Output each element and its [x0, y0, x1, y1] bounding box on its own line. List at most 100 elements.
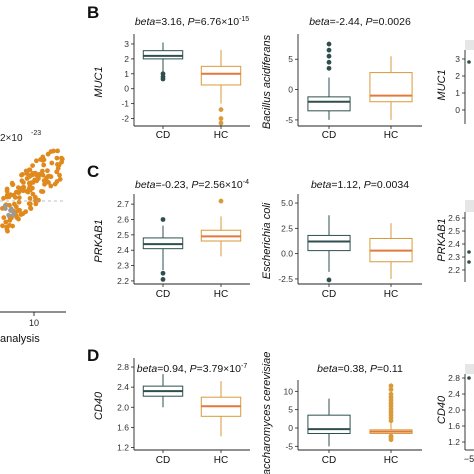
- scatter-point: [11, 192, 16, 198]
- scatter-point: [4, 188, 10, 194]
- scatter-point: [59, 155, 64, 161]
- scatter-point: [59, 159, 64, 165]
- outlier-point: [160, 270, 166, 276]
- scatter-point: [7, 222, 12, 228]
- outlier-point: [326, 65, 332, 71]
- panel-title: beta=3.16, P=6.76×10-15: [135, 16, 249, 28]
- boxplot-b-right: beta=-2.44, P=0.0026 -5 0 5 Bacillus acidife…: [261, 16, 422, 141]
- scatter-point: [51, 148, 56, 154]
- right-b-ylabel: MUC1: [436, 69, 448, 100]
- x-category-label: HC: [214, 130, 228, 141]
- scatter-point: [27, 187, 33, 193]
- scatter-point: [0, 223, 5, 229]
- left-scatter-points: [0, 148, 65, 234]
- outlier-point: [388, 437, 394, 443]
- scatter-point: [54, 179, 60, 184]
- x-category-label: CD: [156, 289, 170, 300]
- y-tick-label: 5: [288, 54, 293, 64]
- right-partial-panels: MUC1 3 2 1 0 PRKAB1 2.6 2.5 2.4 2.3 2.2 CD40 2.…: [436, 40, 474, 464]
- scatter-point: [33, 201, 39, 207]
- left-p-exponent: -23: [31, 130, 41, 137]
- box-cd: [142, 50, 184, 60]
- y-tick-label: 5: [288, 405, 293, 415]
- right-b-strip: [465, 40, 474, 50]
- y-tick-label: 2.5: [117, 230, 129, 240]
- y-tick-label: 2.0: [117, 402, 129, 412]
- y-tick-label: 0: [288, 85, 293, 95]
- y-tick-label: 0: [288, 423, 293, 433]
- scatter-point: [41, 162, 47, 168]
- scatter-point: [30, 163, 35, 169]
- outlier-point: [326, 41, 332, 47]
- panel-letter-c: C: [87, 162, 99, 181]
- scatter-point: [23, 168, 29, 174]
- right-c-point: [467, 250, 471, 254]
- boxplot-d-right: beta=0.38, P=0.11 -5 0 5 10 Saccharomyces cer…: [261, 352, 422, 474]
- scatter-point: [20, 172, 25, 177]
- panel-title: beta=-0.23, P=2.56×10-4: [135, 179, 249, 191]
- outlier-point: [326, 53, 332, 59]
- y-tick-label: 10: [284, 386, 294, 396]
- right-tick-label: 3: [455, 54, 460, 64]
- right-tick-label: 0: [455, 105, 460, 115]
- right-tick-label: 1.6: [448, 421, 460, 431]
- right-c-ylabel: PRKAB1: [436, 218, 448, 261]
- scatter-point: [18, 212, 24, 218]
- scatter-point: [45, 168, 50, 174]
- right-c-strip: [465, 200, 474, 212]
- y-axis-label: MUC1: [93, 66, 105, 97]
- y-tick-label: -1: [121, 99, 129, 109]
- outlier-point: [388, 387, 394, 392]
- scatter-point: [30, 191, 36, 197]
- box-hc: [200, 65, 242, 86]
- box-cd: [307, 96, 351, 112]
- scatter-point-gray: [6, 212, 11, 218]
- y-tick-label: 2.7: [117, 199, 129, 209]
- boxplot-d-left: beta=0.94, P=3.79×10-7 1.2 1.6 2.0 2.4 2.8 CD4…: [93, 358, 250, 466]
- y-tick-label: 2.8: [117, 362, 129, 372]
- scatter-point: [16, 185, 21, 191]
- x-category-label: CD: [322, 130, 336, 141]
- right-tick-label: 2: [455, 71, 460, 81]
- scatter-point: [16, 189, 22, 195]
- outlier-point: [218, 107, 224, 112]
- outlier-point: [326, 47, 332, 53]
- left-x-axis-fragment: analysis: [0, 333, 40, 345]
- y-tick-label: 0.0: [281, 249, 293, 259]
- scatter-point: [24, 176, 30, 181]
- scatter-point: [4, 194, 10, 200]
- y-tick-label: -5: [285, 441, 293, 451]
- y-tick-label: 0: [124, 84, 129, 94]
- outlier-point: [160, 217, 166, 222]
- scatter-point: [41, 157, 47, 163]
- x-category-label: CD: [322, 289, 336, 300]
- scatter-point-gray: [2, 203, 8, 208]
- scatter-point: [49, 160, 55, 166]
- scatter-point: [1, 215, 7, 221]
- outlier-point: [388, 383, 394, 389]
- outlier-point: [218, 120, 224, 126]
- boxplot-b-left: beta=3.16, P=6.76×10-15 -2 -1 0 1 2 3 MUC1 CD HC: [93, 16, 250, 141]
- y-axis-label: PRKAB1: [93, 219, 105, 262]
- scatter-point: [26, 180, 32, 186]
- panel-letter-d: D: [87, 346, 99, 365]
- outlier-point: [218, 198, 224, 204]
- scatter-point: [23, 209, 29, 215]
- y-axis-label: Escherichia coli: [261, 202, 273, 279]
- box-cd: [307, 234, 351, 252]
- panel-title: beta=1.12, P=0.0034: [311, 179, 409, 191]
- boxplot-c-right: beta=1.12, P=0.0034 -2.5 0.0 2.5 5.0 Escheric…: [261, 179, 422, 300]
- panel-title: beta=0.94, P=3.79×10-7: [137, 363, 248, 375]
- scatter-point: [32, 170, 38, 176]
- y-tick-label: -5: [285, 115, 293, 125]
- y-tick-label: 1.6: [117, 422, 129, 432]
- y-tick-label: 2.5: [281, 223, 293, 233]
- y-tick-label: 2.6: [117, 215, 129, 225]
- left-x-tick: 10: [29, 318, 39, 328]
- y-tick-label: -2: [121, 114, 129, 124]
- right-tick-label: 2.8: [448, 373, 460, 383]
- right-tick-label: 2.0: [448, 405, 460, 415]
- outlier-point: [326, 277, 332, 283]
